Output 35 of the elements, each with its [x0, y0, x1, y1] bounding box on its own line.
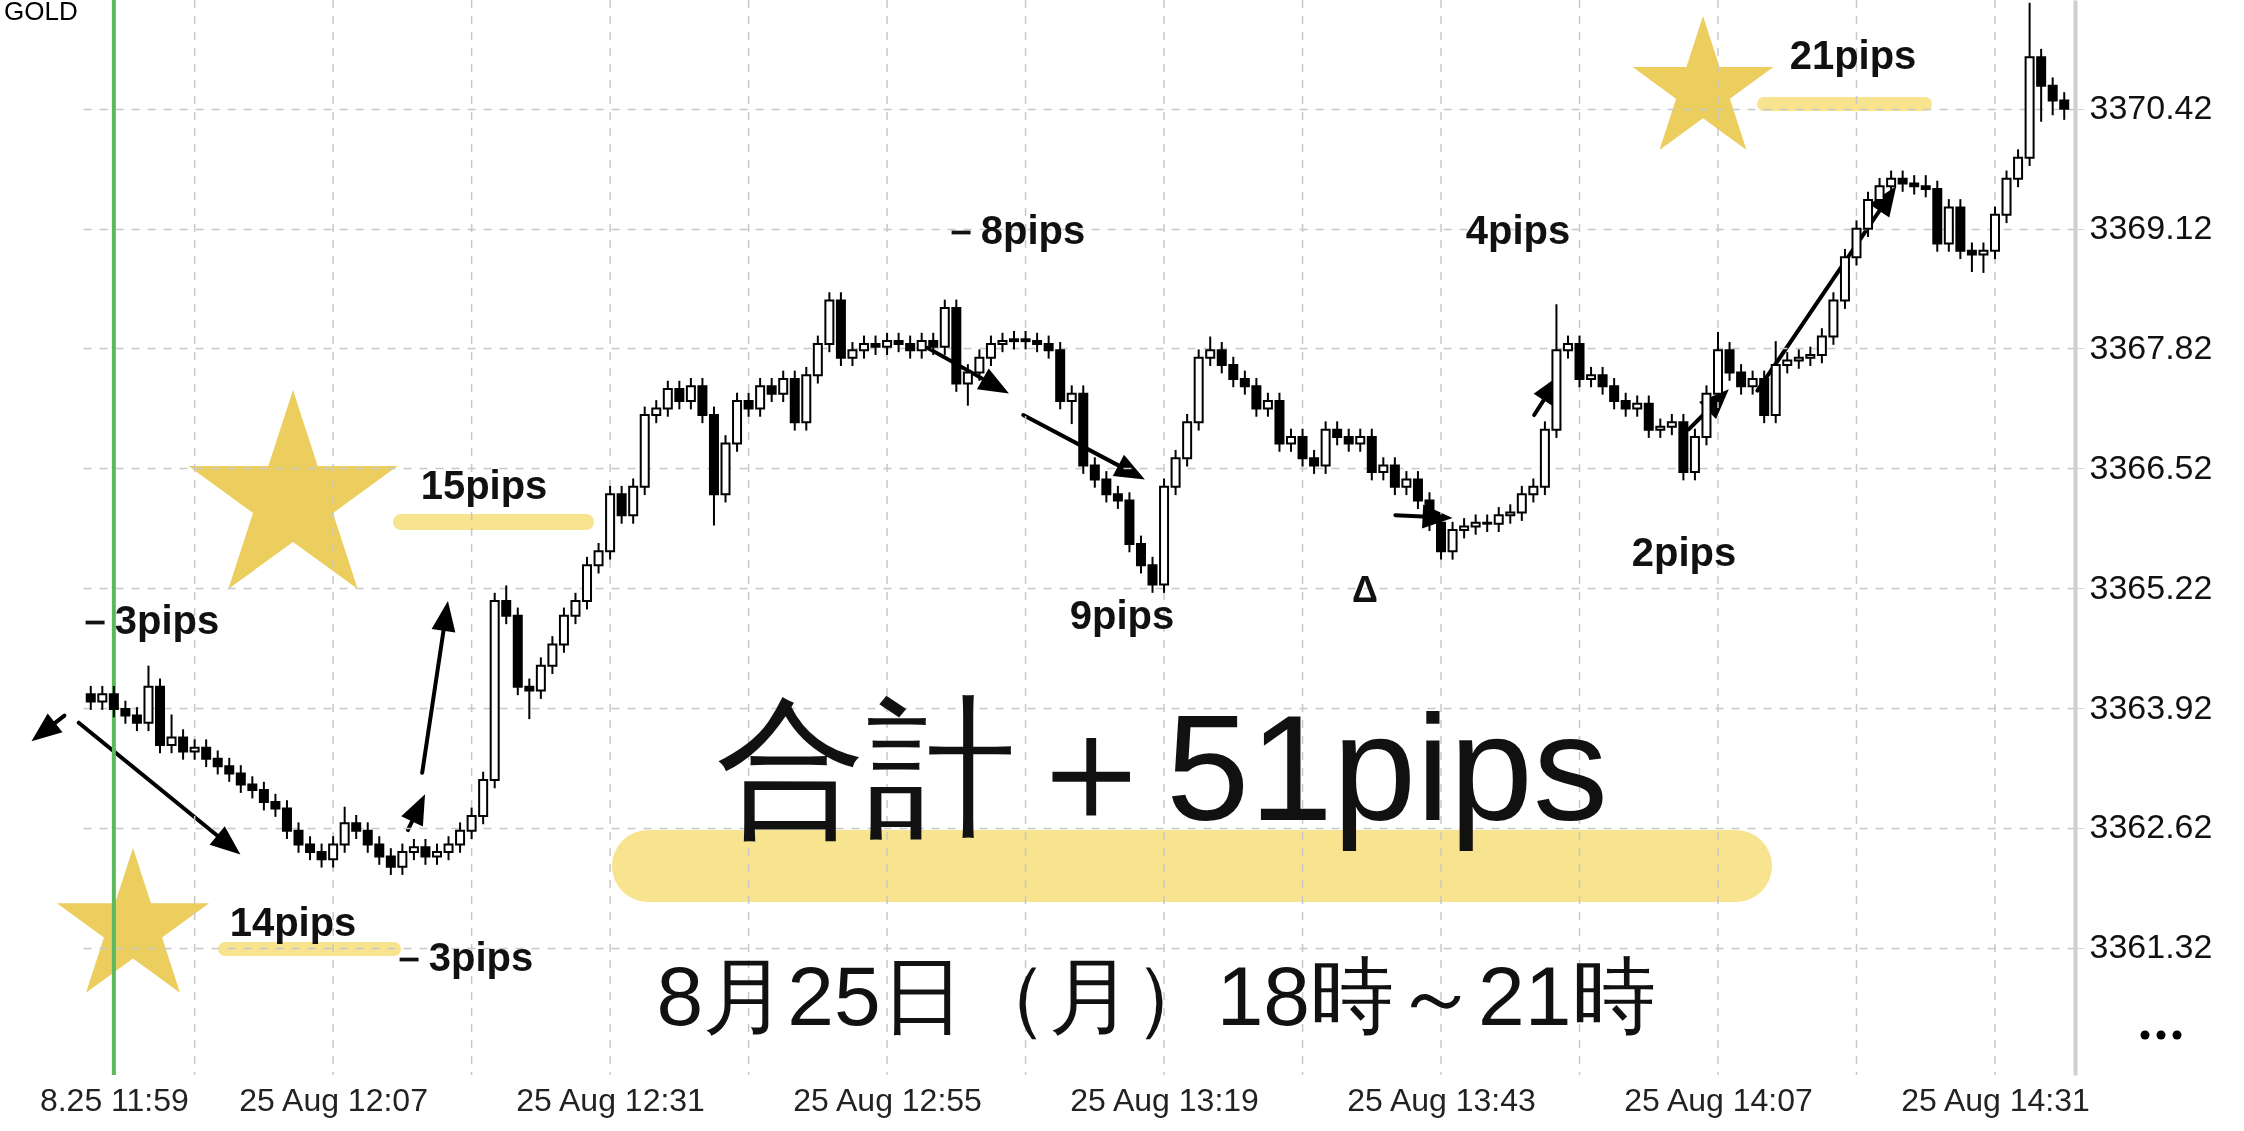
annotation: 8月25日（月）18時～21時 — [656, 949, 1656, 1043]
x-tick-label: 25 Aug 14:31 — [1901, 1081, 2090, 1118]
y-tick-label: 3367.82 — [2089, 328, 2213, 366]
annotation: 合計＋51pips — [715, 684, 1609, 852]
y-tick-label: 3363.92 — [2089, 687, 2213, 726]
y-tick-label: 3370.42 — [2089, 88, 2213, 127]
y-tick-label: 3369.12 — [2089, 208, 2213, 247]
candlestick — [1562, 334, 1573, 360]
candlestick — [281, 799, 292, 840]
candlestick — [859, 334, 869, 360]
annotation: －3pips — [388, 935, 534, 979]
x-tick-label: 25 Aug 14:07 — [1624, 1081, 1813, 1118]
y-tick-label: 3362.62 — [2089, 807, 2213, 846]
annotation: 14pips — [229, 900, 357, 944]
x-tick-label: 8.25 11:59 — [39, 1081, 189, 1118]
candlestick — [1009, 329, 1020, 351]
y-tick-label: 3365.22 — [2089, 567, 2213, 606]
annotation: 9pips — [1069, 593, 1175, 637]
x-tick-label: 25 Aug 12:55 — [793, 1081, 982, 1118]
annotation: 21pips — [1789, 33, 1917, 77]
x-tick-label: 25 Aug 13:19 — [1070, 1081, 1259, 1118]
x-tick-label: 25 Aug 13:43 — [1347, 1081, 1536, 1118]
annotation: 2pips — [1631, 530, 1737, 574]
annotation: 4pips — [1465, 208, 1571, 252]
y-tick-label: 3361.32 — [2089, 927, 2213, 966]
annotation: Δ — [1352, 569, 1378, 610]
candlestick — [1135, 534, 1146, 575]
y-tick-label: 3366.52 — [2089, 447, 2213, 486]
chart-title: GOLD — [4, 0, 78, 26]
annotation: 15pips — [420, 463, 548, 507]
annotation: －8pips — [940, 208, 1086, 252]
x-tick-label: 25 Aug 12:31 — [516, 1081, 705, 1118]
candlestick — [1286, 427, 1296, 453]
x-tick-label: 25 Aug 12:07 — [239, 1081, 428, 1118]
candlestick — [431, 842, 442, 866]
